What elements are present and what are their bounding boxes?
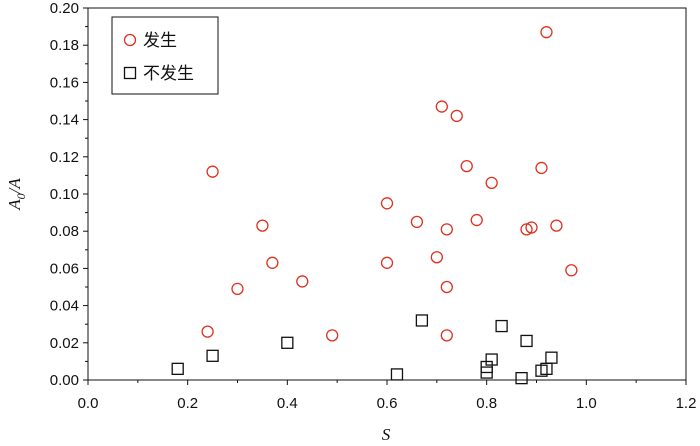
point-occur	[450, 109, 463, 123]
y-tick-label: 0.12	[50, 149, 79, 166]
point-not-occur	[206, 349, 219, 362]
point-occur	[525, 221, 538, 234]
y-tick-label: 0.10	[50, 186, 79, 203]
point-not-occur	[495, 319, 508, 333]
point-occur	[540, 26, 553, 39]
point-not-occur	[390, 368, 404, 381]
point-not-occur	[415, 314, 429, 327]
y-axis: 0.00 0.02 0.04 0.06 0.08 0.10 0.12 0.14 0.16 0.18…	[50, 0, 88, 389]
y-axis-title: A0/A	[5, 178, 28, 211]
point-occur	[485, 176, 498, 189]
point-not-occur	[520, 334, 533, 348]
point-not-occur	[545, 351, 558, 364]
y-tick-label: 0.04	[50, 298, 79, 315]
y-tick-label: 0.20	[50, 0, 79, 17]
y-tick-label: 0.00	[50, 372, 79, 389]
point-occur	[266, 256, 279, 269]
point-occur	[565, 264, 578, 277]
legend: 发生 不发生	[111, 16, 219, 95]
point-occur	[410, 215, 424, 229]
point-occur	[430, 251, 443, 264]
point-not-occur	[171, 362, 184, 375]
x-tick-label: 0.6	[377, 395, 398, 412]
x-axis: 0.0 0.2 0.4 0.6 0.8 1.0 1.2	[78, 380, 697, 412]
y-tick-label: 0.16	[50, 74, 79, 91]
y-axis-title-tail: /A	[5, 178, 24, 195]
legend-label-not-occur: 不发生	[143, 64, 194, 84]
legend-marker-occur	[123, 33, 137, 47]
y-tick-label: 0.18	[50, 37, 79, 54]
x-tick-label: 0.4	[277, 395, 298, 412]
point-not-occur	[485, 353, 498, 366]
data-points	[171, 26, 578, 385]
point-not-occur	[515, 371, 528, 385]
x-tick-label: 0.0	[78, 395, 99, 412]
y-tick-label: 0.02	[50, 335, 79, 352]
legend-box	[111, 16, 219, 95]
point-occur	[520, 223, 533, 236]
point-occur	[326, 329, 339, 342]
point-occur	[380, 256, 394, 269]
point-occur	[296, 275, 309, 288]
point-occur	[440, 223, 453, 236]
point-occur	[550, 219, 563, 232]
y-tick-label: 0.06	[50, 260, 79, 277]
legend-label-occur: 发生	[143, 31, 177, 51]
point-occur	[231, 282, 244, 296]
point-occur	[256, 219, 269, 232]
point-occur	[460, 159, 473, 173]
y-tick-label: 0.08	[50, 223, 79, 240]
legend-marker-not-occur	[123, 66, 137, 80]
x-tick-label: 1.2	[676, 395, 697, 412]
y-axis-title-main: A	[5, 199, 24, 211]
point-occur	[440, 329, 453, 342]
x-tick-label: 1.0	[576, 395, 597, 412]
point-occur	[435, 100, 448, 113]
y-tick-label: 0.14	[50, 112, 79, 129]
point-not-occur	[281, 336, 294, 349]
point-occur	[380, 197, 394, 210]
x-tick-label: 0.2	[177, 395, 198, 412]
x-axis-title: S	[382, 425, 391, 444]
point-occur	[201, 325, 214, 338]
point-occur	[470, 213, 483, 227]
y-axis-title-subscript: 0	[14, 193, 28, 199]
point-occur	[206, 165, 219, 178]
point-occur	[535, 161, 548, 175]
point-occur	[440, 280, 453, 294]
x-tick-label: 0.8	[476, 395, 497, 412]
